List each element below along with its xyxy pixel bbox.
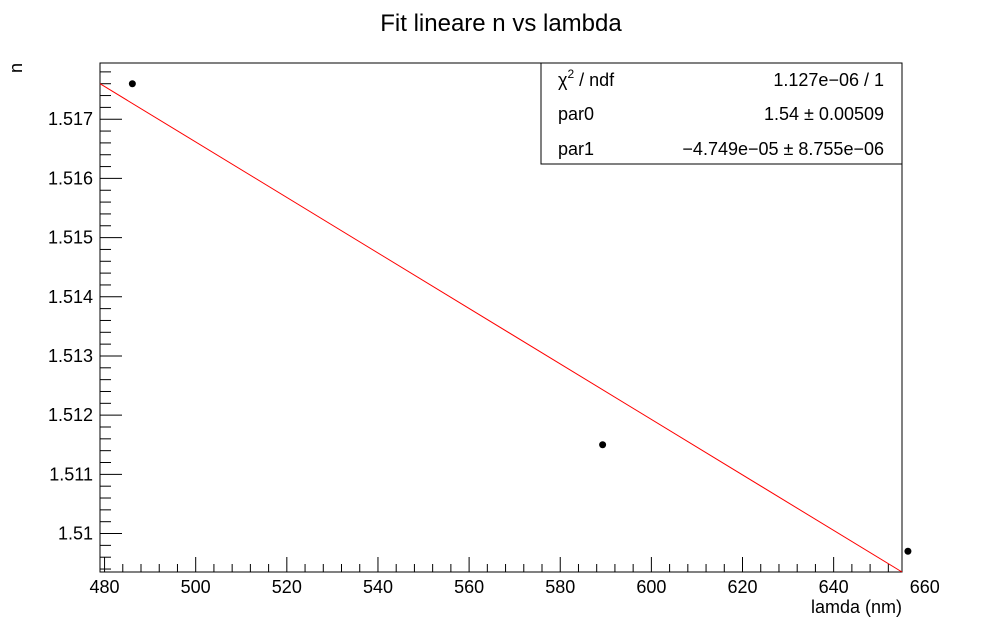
x-tick-label: 500 [181,577,211,597]
data-point [904,547,912,555]
y-tick-label: 1.517 [48,109,93,129]
stats-box-frame [540,62,903,165]
y-axis-tick-labels: 1.51 1.511 1.512 1.513 1.514 1.515 1.516 1.517 [48,109,93,543]
x-tick-label: 520 [272,577,302,597]
data-point [128,80,136,88]
chart-title: Fit lineare n vs lambda [380,10,622,37]
y-tick-label: 1.513 [48,346,93,366]
x-axis-title: lamda (nm) [811,597,902,617]
y-tick-label: 1.511 [49,464,93,484]
y-axis-title: n [6,63,26,73]
y-axis-ticks [100,71,122,570]
y-tick-label: 1.514 [48,287,93,307]
stats-par0-value: 1.54 ± 0.00509 [764,104,884,124]
x-tick-label: 660 [910,577,940,597]
x-tick-label: 620 [727,577,757,597]
x-tick-label: 580 [545,577,575,597]
stats-box: χ2 / ndf 1.127e−06 / 1 par0 1.54 ± 0.005… [540,62,903,165]
y-tick-label: 1.515 [48,228,93,248]
stats-par0-label: par0 [558,104,594,124]
stats-par1-label: par1 [558,139,594,159]
x-tick-label: 480 [90,577,120,597]
x-tick-label: 600 [636,577,666,597]
x-tick-label: 540 [363,577,393,597]
stats-par1-value: −4.749e−05 ± 8.755e−06 [682,139,884,159]
fit-line [99,83,903,573]
data-points [128,80,912,555]
stats-chi2-label: χ2 / ndf [558,67,615,90]
y-tick-label: 1.516 [48,168,93,188]
y-tick-label: 1.512 [48,405,93,425]
y-tick-label: 1.51 [58,524,93,544]
x-tick-label: 560 [454,577,484,597]
data-point [599,441,607,449]
x-axis-tick-labels: 480 500 520 540 560 580 600 620 640 660 [90,577,940,597]
stats-chi2-value: 1.127e−06 / 1 [773,70,884,90]
x-tick-label: 640 [819,577,849,597]
x-axis-ticks [104,557,889,572]
plot-area [99,80,912,573]
plot-frame [99,62,903,573]
